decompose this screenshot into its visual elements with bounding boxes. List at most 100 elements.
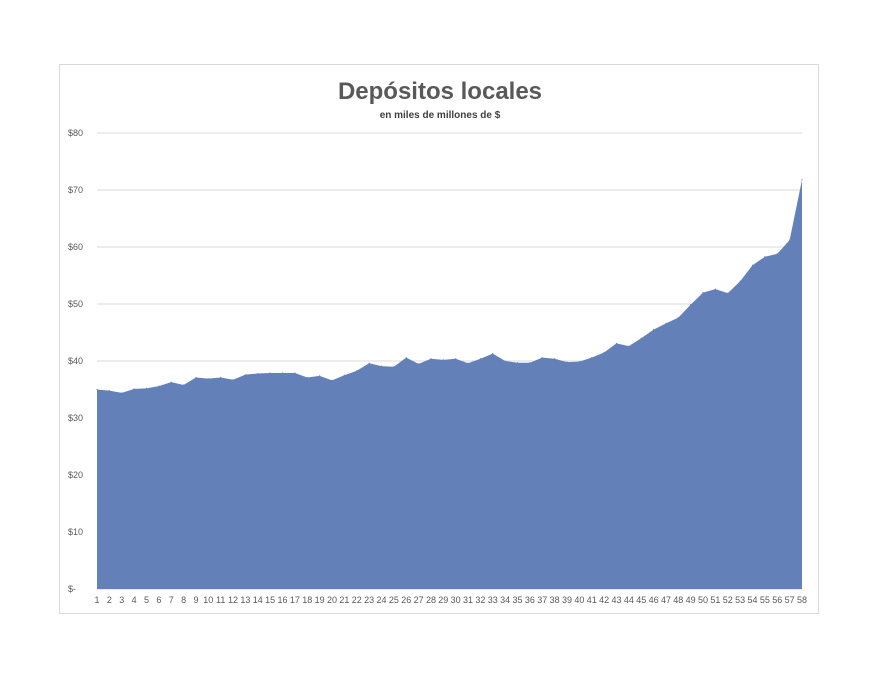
data-point <box>516 362 519 364</box>
data-point <box>566 361 568 363</box>
x-tick-label: 57 <box>785 595 795 605</box>
x-tick-label: 7 <box>169 595 174 605</box>
x-tick-label: 51 <box>710 595 720 605</box>
x-tick-label: 37 <box>537 595 547 605</box>
x-tick-label: 15 <box>265 595 275 605</box>
y-tick-label: $70 <box>68 185 83 195</box>
data-point <box>665 322 667 324</box>
x-tick-label: 22 <box>352 595 362 605</box>
x-tick-label: 47 <box>661 595 671 605</box>
data-point <box>319 375 321 377</box>
x-tick-label: 54 <box>748 595 758 605</box>
x-tick-label: 34 <box>500 595 510 605</box>
chart-title: Depósitos locales <box>338 78 542 105</box>
x-tick-label: 18 <box>302 595 312 605</box>
data-point <box>591 356 593 359</box>
x-tick-label: 9 <box>193 595 198 605</box>
data-point <box>690 303 692 306</box>
area-series <box>97 179 802 589</box>
data-point <box>615 342 618 344</box>
data-point <box>380 365 383 367</box>
x-tick-label: 16 <box>278 595 288 605</box>
x-tick-label: 14 <box>253 595 263 605</box>
x-tick-label: 44 <box>624 595 634 605</box>
data-point <box>554 358 556 360</box>
x-tick-label: 2 <box>107 595 112 605</box>
data-point <box>776 253 778 255</box>
x-tick-label: 27 <box>414 595 424 605</box>
x-tick-label: 5 <box>144 595 149 605</box>
y-tick-label: $- <box>68 584 76 594</box>
x-tick-label: 10 <box>203 595 213 605</box>
y-axis-ticks: $- $10 $20 $30 $40 $50 $60 $70 $80 <box>68 128 83 594</box>
plot-area <box>96 179 803 589</box>
x-tick-label: 38 <box>550 595 560 605</box>
x-tick-label: 50 <box>698 595 708 605</box>
x-tick-label: 26 <box>401 595 411 605</box>
data-point <box>442 359 444 361</box>
y-tick-label: $40 <box>68 356 83 366</box>
data-point <box>640 337 642 339</box>
x-tick-label: 30 <box>451 595 461 605</box>
x-axis-ticks: 1 2 3 4 5 6 7 8 9 10 11 12 13 14 15 16 17 18 19 20 21 22 23 24 2… <box>94 595 807 605</box>
x-tick-label: 45 <box>636 595 646 605</box>
x-tick-label: 58 <box>797 595 807 605</box>
data-point <box>281 372 284 374</box>
data-point <box>343 374 345 376</box>
x-tick-label: 8 <box>181 595 186 605</box>
data-point <box>368 362 370 364</box>
data-point <box>677 317 679 319</box>
x-tick-label: 21 <box>339 595 349 605</box>
data-point <box>751 264 754 266</box>
x-tick-label: 41 <box>587 595 597 605</box>
data-point <box>578 360 580 363</box>
x-tick-label: 40 <box>574 595 584 605</box>
x-tick-label: 11 <box>216 595 225 605</box>
data-point <box>294 372 296 374</box>
data-point <box>405 356 407 359</box>
data-point <box>492 352 494 355</box>
data-point <box>417 363 420 365</box>
x-tick-label: 35 <box>513 595 523 605</box>
x-tick-label: 17 <box>290 595 300 605</box>
x-tick-label: 52 <box>723 595 733 605</box>
data-point <box>195 376 197 379</box>
data-point <box>430 358 432 360</box>
data-point <box>306 376 308 379</box>
x-tick-label: 55 <box>760 595 770 605</box>
data-point <box>232 379 234 381</box>
x-tick-label: 24 <box>376 595 386 605</box>
x-tick-label: 28 <box>426 595 436 605</box>
data-point <box>133 388 135 390</box>
data-point <box>504 360 506 362</box>
y-tick-label: $80 <box>68 128 83 138</box>
data-point <box>331 379 333 381</box>
data-point <box>393 366 395 368</box>
data-point <box>479 358 482 360</box>
x-tick-label: 20 <box>327 595 337 605</box>
y-tick-label: $50 <box>68 299 83 309</box>
data-point <box>764 256 766 258</box>
x-tick-label: 53 <box>735 595 745 605</box>
x-tick-label: 1 <box>94 595 99 605</box>
x-tick-label: 25 <box>389 595 399 605</box>
data-point <box>455 358 457 360</box>
data-point <box>652 329 655 331</box>
x-tick-label: 12 <box>228 595 238 605</box>
data-point <box>801 179 803 181</box>
chart-subtitle: en miles de millones de $ <box>380 110 501 121</box>
chart-frame: Depósitos locales en miles de millones d… <box>59 64 819 614</box>
data-point <box>789 239 791 241</box>
data-point <box>714 288 717 290</box>
data-point <box>467 362 469 364</box>
y-tick-label: $60 <box>68 242 83 252</box>
x-tick-label: 56 <box>772 595 782 605</box>
area-chart: Depósitos locales en miles de millones d… <box>68 78 807 605</box>
data-point <box>702 292 704 294</box>
x-tick-label: 33 <box>488 595 498 605</box>
x-tick-label: 42 <box>599 595 609 605</box>
data-point <box>541 356 543 359</box>
data-point <box>529 362 531 364</box>
data-point <box>145 387 148 389</box>
data-point <box>108 390 110 392</box>
